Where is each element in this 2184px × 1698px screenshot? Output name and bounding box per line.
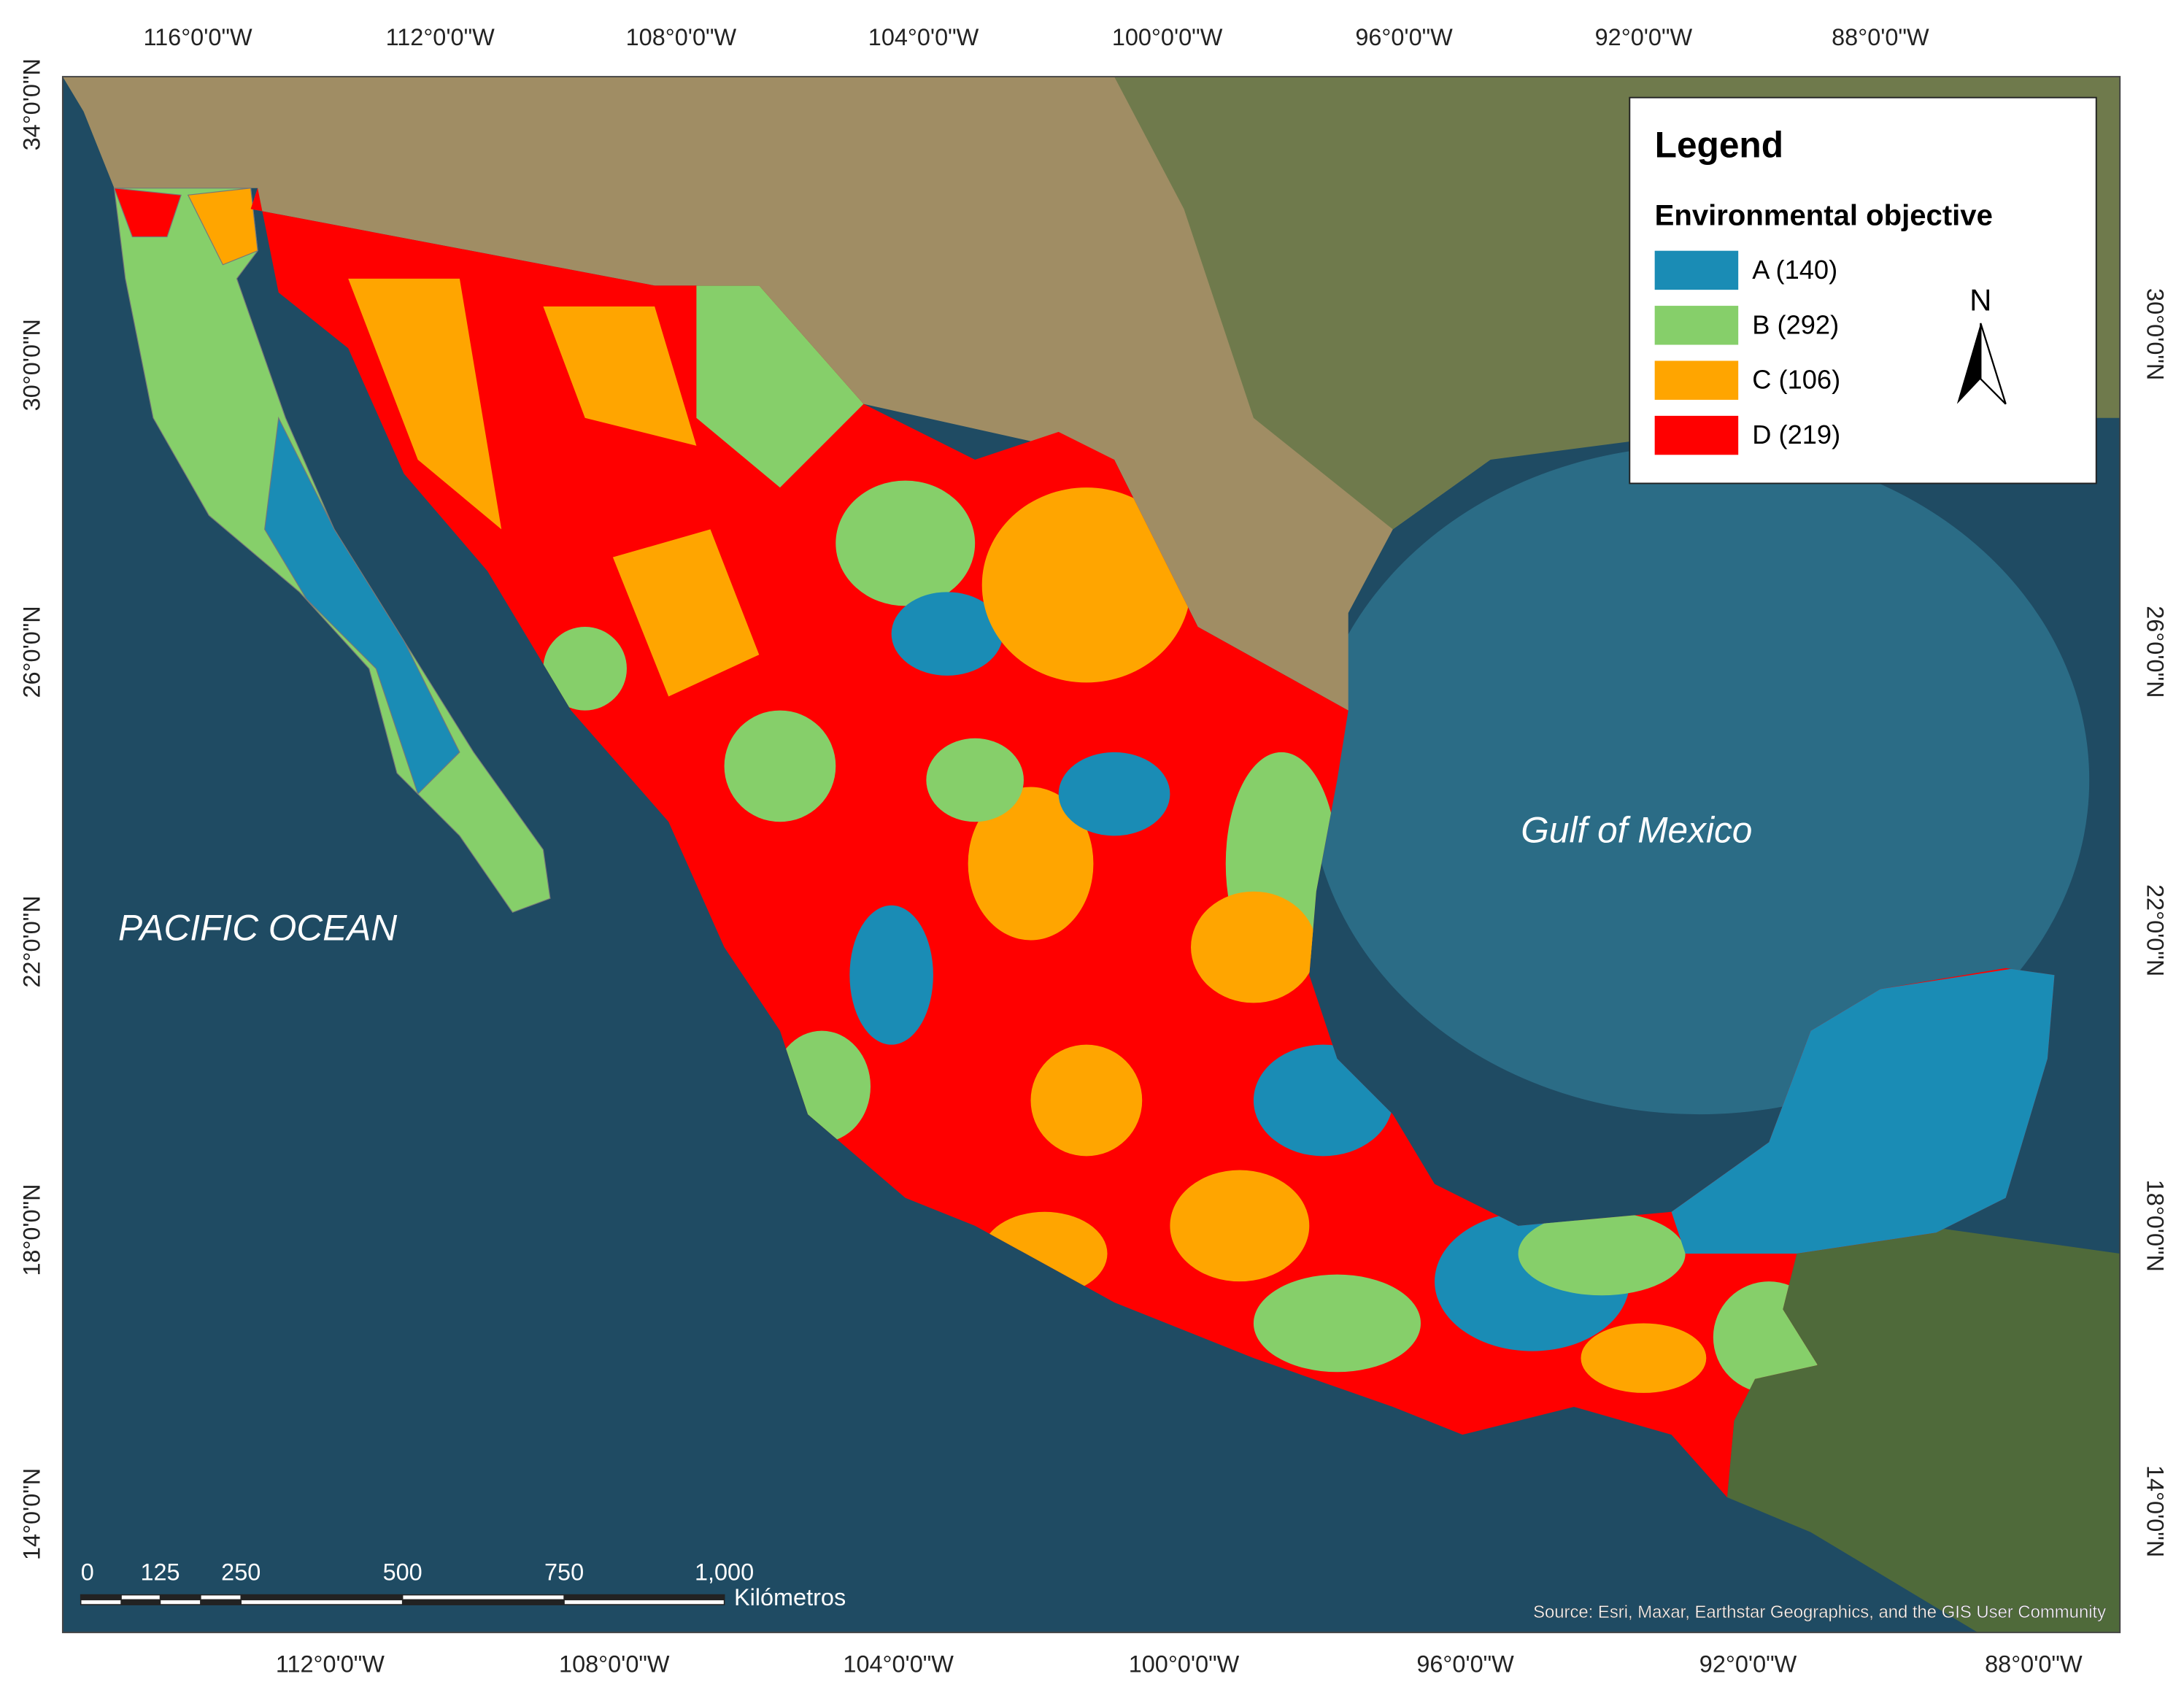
north-arrow bbox=[1980, 323, 2007, 405]
scale-unit: Kilómetros bbox=[734, 1584, 846, 1610]
scale-label: 0 bbox=[81, 1559, 94, 1586]
latitude-label: 14°0'0"N bbox=[18, 1468, 45, 1560]
longitude-label: 112°0'0"W bbox=[276, 1651, 385, 1678]
legend: Legend Environmental objective A (140) B (2… bbox=[1629, 96, 2097, 485]
scale-bar bbox=[80, 1594, 725, 1605]
longitude-label: 100°0'0"W bbox=[1112, 24, 1223, 50]
latitude-label: 26°0'0"N bbox=[18, 606, 45, 698]
scale-label: 125 bbox=[140, 1559, 180, 1586]
scale-label: 1,000 bbox=[695, 1559, 754, 1586]
ocean-label: PACIFIC OCEAN bbox=[118, 907, 397, 948]
longitude-label: 104°0'0"W bbox=[868, 24, 979, 50]
legend-subtitle: Environmental objective bbox=[1655, 199, 1993, 231]
frame bbox=[61, 76, 2121, 1634]
latitude-label: 30°0'0"N bbox=[2142, 288, 2168, 380]
longitude-label: 96°0'0"W bbox=[1355, 24, 1453, 50]
scale-label: 750 bbox=[544, 1559, 584, 1586]
longitude-label: 96°0'0"W bbox=[1416, 1651, 1514, 1678]
gulf-label: Gulf of Mexico bbox=[1521, 810, 1752, 851]
latitude-label: 22°0'0"N bbox=[2142, 884, 2168, 976]
scale-label: 250 bbox=[221, 1559, 261, 1586]
north-label: N bbox=[1969, 282, 1991, 317]
longitude-label: 116°0'0"W bbox=[144, 24, 252, 50]
baja-california bbox=[113, 188, 551, 914]
longitude-label: 92°0'0"W bbox=[1595, 24, 1693, 50]
source-credit: Source: Esri, Maxar, Earthstar Geographi… bbox=[1533, 1602, 2106, 1622]
longitude-label: 92°0'0"W bbox=[1699, 1651, 1797, 1678]
longitude-label: 104°0'0"W bbox=[843, 1651, 954, 1678]
north-arrow bbox=[1956, 323, 1981, 404]
latitude-label: 26°0'0"N bbox=[2142, 606, 2168, 698]
longitude-label: 88°0'0"W bbox=[1985, 1651, 2083, 1678]
latitude-label: 30°0'0"N bbox=[18, 319, 45, 411]
scale-label: 500 bbox=[383, 1559, 422, 1586]
legend-swatch bbox=[1654, 415, 1739, 455]
latitude-label: 18°0'0"N bbox=[18, 1184, 45, 1276]
latitude-label: 14°0'0"N bbox=[2142, 1465, 2168, 1557]
legend-label: D (219) bbox=[1752, 420, 1840, 449]
latitude-label: 34°0'0"N bbox=[18, 58, 45, 150]
legend-label: C (106) bbox=[1752, 365, 1840, 395]
longitude-label: 108°0'0"W bbox=[626, 24, 737, 50]
legend-label: B (292) bbox=[1752, 309, 1839, 339]
longitude-label: 112°0'0"W bbox=[386, 24, 495, 50]
latitude-label: 22°0'0"N bbox=[18, 895, 45, 987]
legend-title: Legend bbox=[1655, 125, 1783, 166]
longitude-label: 100°0'0"W bbox=[1129, 1651, 1240, 1678]
legend-label: A (140) bbox=[1752, 255, 1837, 285]
legend-swatch bbox=[1654, 306, 1739, 345]
longitude-label: 88°0'0"W bbox=[1832, 24, 1929, 50]
latitude-label: 18°0'0"N bbox=[2142, 1180, 2168, 1272]
longitude-label: 108°0'0"W bbox=[559, 1651, 670, 1678]
legend-swatch bbox=[1654, 360, 1739, 400]
legend-swatch bbox=[1654, 250, 1739, 290]
